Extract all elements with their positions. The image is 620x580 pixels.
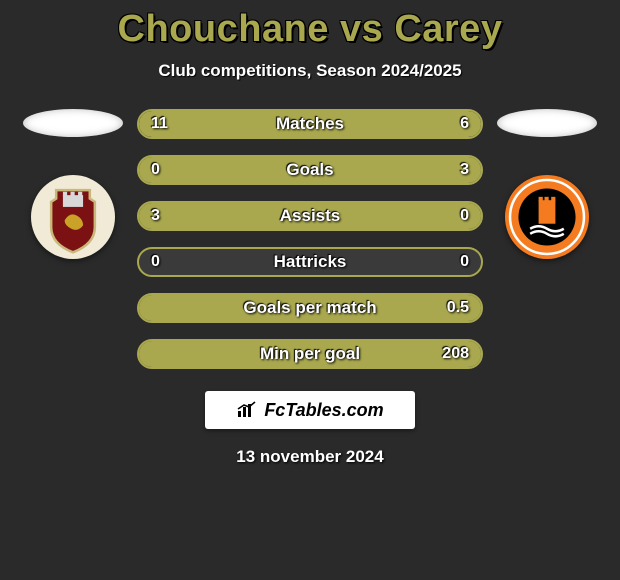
stat-bar: 0 0 Hattricks xyxy=(137,247,483,277)
stat-bar: 3 0 Assists xyxy=(137,201,483,231)
stat-left-value: 0 xyxy=(151,253,160,271)
stat-left-value: 3 xyxy=(151,207,160,225)
content-row: 11 6 Matches 0 3 Goals 3 0 Assists 0 0 Hattricks 0.5… xyxy=(0,109,620,369)
stat-bar: 0.5 Goals per match xyxy=(137,293,483,323)
page-subtitle: Club competitions, Season 2024/2025 xyxy=(0,61,620,81)
stat-label: Matches xyxy=(276,114,344,134)
comparison-date: 13 november 2024 xyxy=(0,447,620,467)
player-right-column xyxy=(497,109,597,259)
stat-label: Goals xyxy=(286,160,333,180)
stat-label: Hattricks xyxy=(274,252,347,272)
stat-bar-fill-right xyxy=(207,111,481,137)
player-left-column xyxy=(23,109,123,259)
page-title: Chouchane vs Carey xyxy=(0,8,620,51)
stats-bars: 11 6 Matches 0 3 Goals 3 0 Assists 0 0 Hattricks 0.5… xyxy=(137,109,483,369)
stat-bar: 0 3 Goals xyxy=(137,155,483,185)
stat-label: Goals per match xyxy=(243,298,376,318)
comparison-card: Chouchane vs Carey Club competitions, Se… xyxy=(0,0,620,467)
brand-chart-icon xyxy=(236,401,258,419)
stat-left-value: 11 xyxy=(151,115,168,133)
stat-right-value: 0 xyxy=(460,253,469,271)
stat-right-value: 0 xyxy=(460,207,469,225)
stat-right-value: 208 xyxy=(442,345,469,363)
player-right-photo-placeholder xyxy=(497,109,597,137)
stat-right-value: 3 xyxy=(460,161,469,179)
stat-left-value: 0 xyxy=(151,161,160,179)
stat-label: Assists xyxy=(280,206,340,226)
stat-right-value: 6 xyxy=(460,115,469,133)
team-right-crest xyxy=(505,175,589,259)
stat-label: Min per goal xyxy=(260,344,360,364)
stat-bar: 11 6 Matches xyxy=(137,109,483,139)
stat-bar: 208 Min per goal xyxy=(137,339,483,369)
brand-text: FcTables.com xyxy=(264,400,383,421)
brand-badge[interactable]: FcTables.com xyxy=(205,391,415,429)
team-left-crest xyxy=(31,175,115,259)
player-left-photo-placeholder xyxy=(23,109,123,137)
stat-bar-fill-left xyxy=(139,111,207,137)
stat-right-value: 0.5 xyxy=(447,299,469,317)
